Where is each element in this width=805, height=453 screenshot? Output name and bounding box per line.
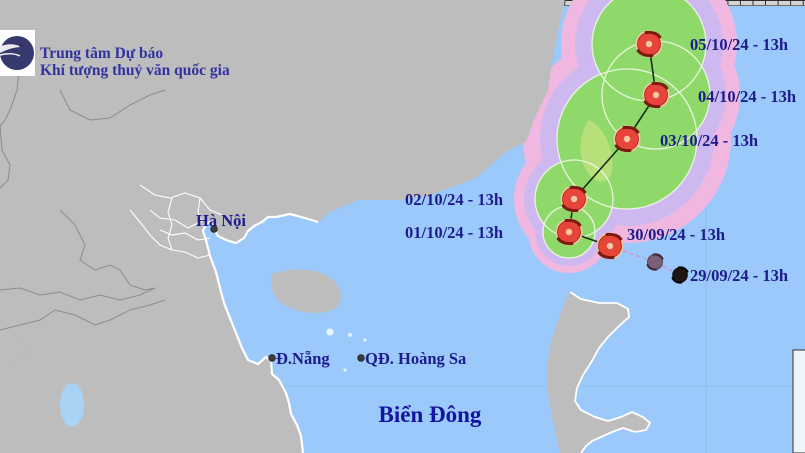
svg-text:03/10/24 - 13h: 03/10/24 - 13h bbox=[660, 131, 758, 150]
svg-text:Đ.Nẵng: Đ.Nẵng bbox=[276, 349, 330, 368]
svg-text:05/10/24 - 13h: 05/10/24 - 13h bbox=[690, 35, 788, 54]
svg-text:QĐ. Hoàng Sa: QĐ. Hoàng Sa bbox=[365, 349, 466, 368]
svg-text:Khí tượng thuỷ văn quốc gia: Khí tượng thuỷ văn quốc gia bbox=[40, 62, 230, 79]
svg-text:Biển Đông: Biển Đông bbox=[379, 402, 482, 427]
svg-text:01/10/24 - 13h: 01/10/24 - 13h bbox=[405, 223, 503, 242]
svg-text:Trung tâm Dự báo: Trung tâm Dự báo bbox=[40, 45, 163, 62]
svg-text:04/10/24 - 13h: 04/10/24 - 13h bbox=[698, 87, 796, 106]
svg-text:Hà Nội: Hà Nội bbox=[196, 211, 246, 230]
svg-text:30/09/24 - 13h: 30/09/24 - 13h bbox=[627, 225, 725, 244]
svg-text:29/09/24 - 13h: 29/09/24 - 13h bbox=[690, 266, 788, 285]
svg-text:02/10/24 - 13h: 02/10/24 - 13h bbox=[405, 190, 503, 209]
